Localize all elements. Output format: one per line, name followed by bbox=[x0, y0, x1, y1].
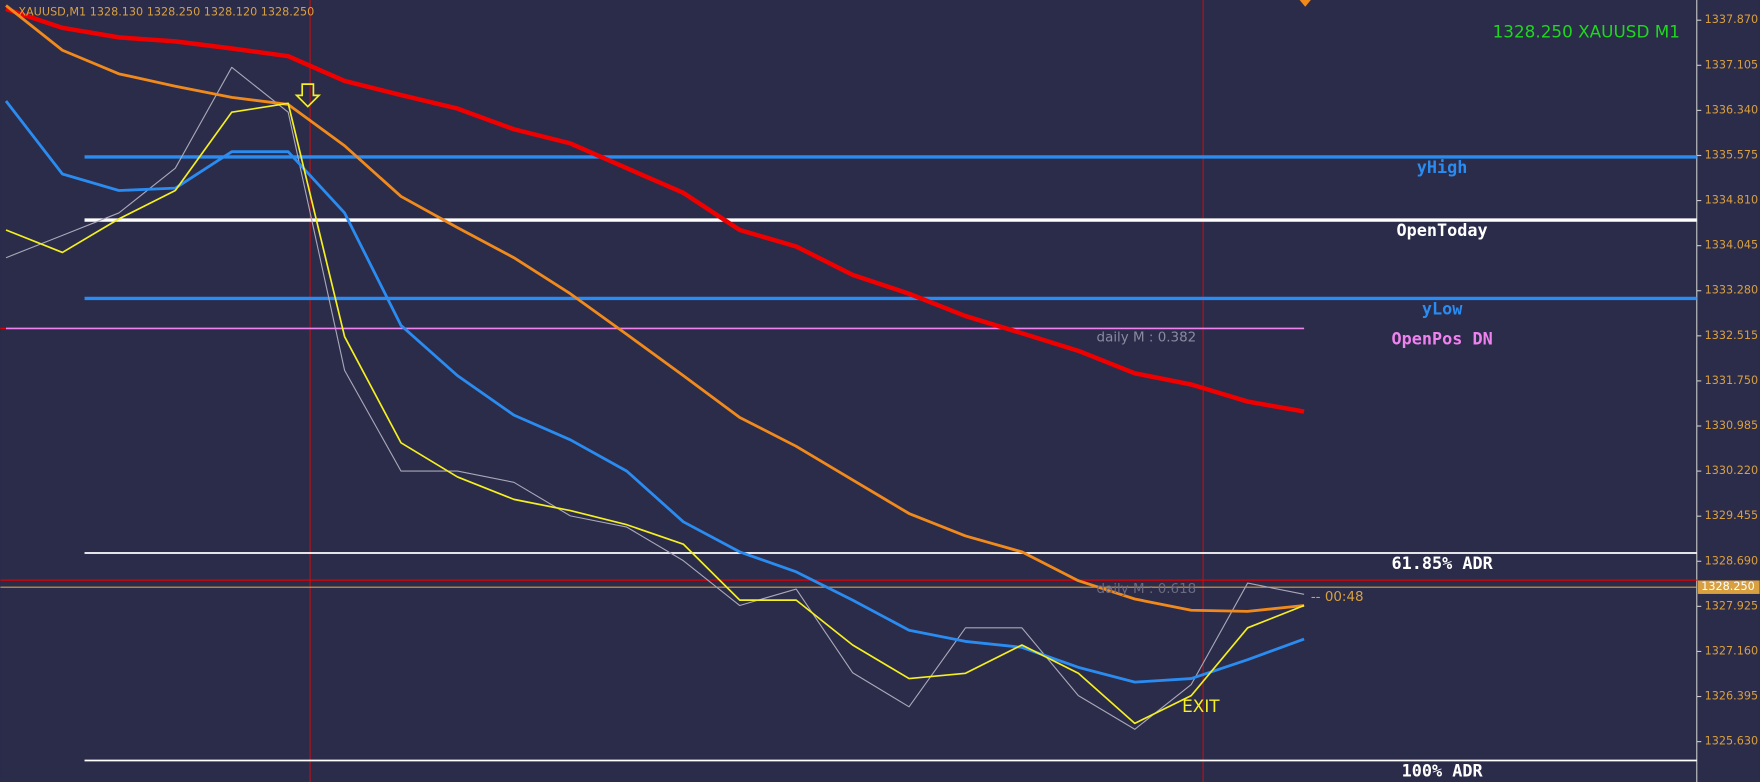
chart-title: 1328.250 XAUUSD M1 bbox=[1493, 22, 1680, 42]
level-label: 61.85% ADR bbox=[1391, 553, 1493, 573]
level-label: OpenPos DN bbox=[1391, 329, 1492, 349]
y-tick-label: 1332.515 bbox=[1705, 329, 1758, 342]
price-tag-label: 1328.250 bbox=[1701, 580, 1754, 593]
level-label: yHigh bbox=[1417, 157, 1468, 177]
sell-arrow bbox=[294, 83, 322, 108]
annotation: EXIT bbox=[1182, 696, 1220, 716]
series-line bbox=[4, 100, 1305, 684]
y-tick-label: 1327.160 bbox=[1705, 644, 1758, 657]
y-tick-label: 1337.870 bbox=[1705, 13, 1758, 26]
price-tag bbox=[1697, 580, 1760, 594]
y-tick-label: 1330.985 bbox=[1705, 419, 1758, 432]
y-tick-label: 1334.810 bbox=[1705, 194, 1758, 207]
level-label: OpenToday bbox=[1397, 220, 1488, 240]
plot: 1337.870 1337.105 1336.340 1335.575 1334.810… bbox=[0, 4, 1760, 781]
y-tick-label: 1334.045 bbox=[1705, 239, 1758, 252]
y-tick-label: 1329.455 bbox=[1705, 509, 1758, 522]
annotation: -- 00:48 bbox=[1311, 590, 1364, 605]
y-tick-label: 1333.280 bbox=[1705, 284, 1758, 297]
series-line bbox=[5, 4, 1305, 613]
y-tick-label: 1330.220 bbox=[1705, 464, 1758, 477]
series-line bbox=[5, 102, 1305, 725]
level-label: 100% ADR bbox=[1402, 761, 1484, 781]
y-tick-label: 1336.340 bbox=[1705, 103, 1758, 116]
y-tick-label: 1337.105 bbox=[1705, 58, 1758, 71]
symbol-info: XAUUSD,M1 1328.130 1328.250 1328.120 132… bbox=[18, 5, 314, 18]
annotation: daily M : 0.618 bbox=[1097, 582, 1197, 597]
series-line bbox=[5, 6, 1305, 414]
y-tick-label: 1327.925 bbox=[1705, 599, 1758, 612]
y-tick-label: 1331.750 bbox=[1705, 374, 1758, 387]
series-line bbox=[5, 66, 1305, 730]
annotation: daily M : 0.382 bbox=[1097, 331, 1197, 346]
marker bbox=[1299, 0, 1311, 7]
level-label: yLow bbox=[1422, 299, 1463, 319]
y-tick-label: 1328.690 bbox=[1705, 554, 1758, 567]
y-tick-label: 1335.575 bbox=[1705, 148, 1758, 161]
y-tick-label: 1326.395 bbox=[1705, 690, 1758, 703]
y-tick-label: 1325.630 bbox=[1705, 735, 1758, 748]
